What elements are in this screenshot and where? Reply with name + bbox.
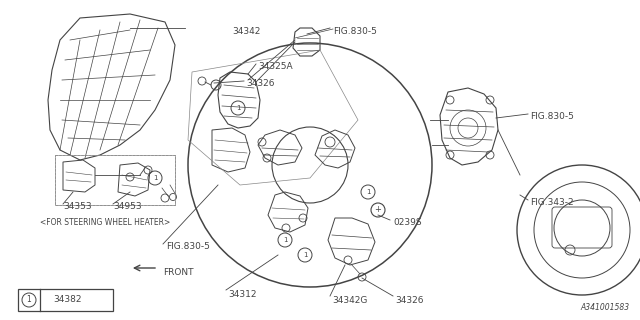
Text: FIG.343-2: FIG.343-2 xyxy=(530,198,573,207)
Text: 34342: 34342 xyxy=(232,27,260,36)
Text: 34326: 34326 xyxy=(246,79,275,88)
Text: A341001583: A341001583 xyxy=(581,303,630,312)
Text: 34342G: 34342G xyxy=(332,296,367,305)
Text: 34953: 34953 xyxy=(113,202,141,211)
Text: 34312: 34312 xyxy=(228,290,257,299)
Text: +: + xyxy=(374,205,381,214)
Text: 1: 1 xyxy=(283,237,287,243)
Text: 34382: 34382 xyxy=(54,295,83,305)
Text: FRONT: FRONT xyxy=(163,268,193,277)
Text: FIG.830-5: FIG.830-5 xyxy=(333,27,377,36)
Text: FIG.830-5: FIG.830-5 xyxy=(530,112,574,121)
Text: 1: 1 xyxy=(153,175,157,181)
Text: 34325A: 34325A xyxy=(258,62,292,71)
Text: 0239S: 0239S xyxy=(393,218,422,227)
Text: 34353: 34353 xyxy=(63,202,92,211)
Text: 1: 1 xyxy=(236,105,240,111)
Text: 34326: 34326 xyxy=(395,296,424,305)
Text: 1: 1 xyxy=(365,189,371,195)
Text: FIG.830-5: FIG.830-5 xyxy=(166,242,210,251)
Text: 1: 1 xyxy=(27,295,31,305)
Text: 1: 1 xyxy=(303,252,307,258)
Text: <FOR STEERING WHEEL HEATER>: <FOR STEERING WHEEL HEATER> xyxy=(40,218,170,227)
